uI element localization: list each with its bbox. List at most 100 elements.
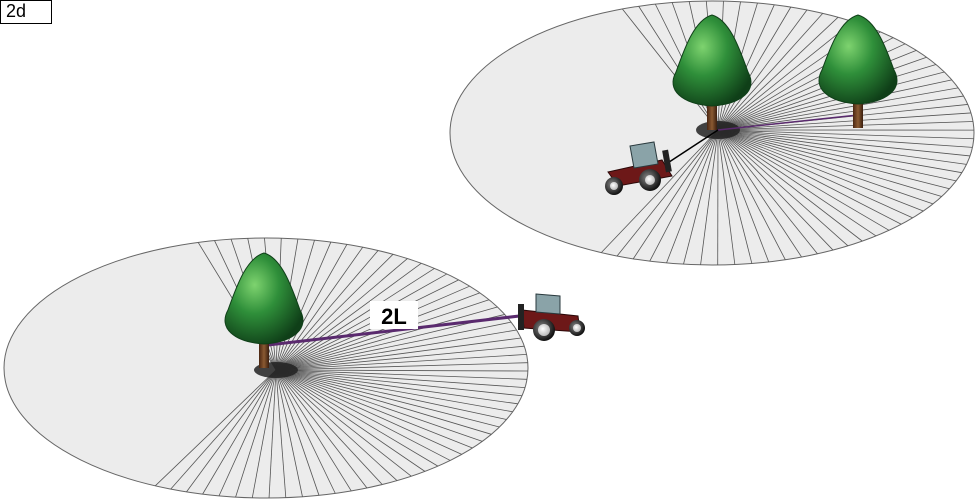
field-spoke xyxy=(700,129,719,265)
field-spoke xyxy=(275,279,459,371)
field-spoke xyxy=(717,129,974,140)
lower-field-spokes xyxy=(154,237,528,499)
field-spoke xyxy=(717,87,959,131)
field-spoke xyxy=(275,254,394,371)
field-spoke xyxy=(275,369,336,494)
field-spoke xyxy=(275,241,332,371)
field-spoke xyxy=(275,262,422,371)
field-spoke xyxy=(717,129,849,247)
field-spoke xyxy=(154,369,277,487)
field-spoke xyxy=(275,369,383,485)
field-spoke xyxy=(717,129,834,251)
field-spoke xyxy=(275,268,435,371)
field-spoke xyxy=(235,369,277,498)
field-spoke xyxy=(683,129,719,265)
tractor-icon xyxy=(518,293,585,341)
field-spoke xyxy=(717,129,950,190)
field-spoke xyxy=(717,129,934,205)
field-spoke xyxy=(275,329,517,371)
field-spoke xyxy=(275,244,348,371)
field-spoke xyxy=(717,129,736,265)
field-spoke xyxy=(268,369,277,499)
field-spoke xyxy=(275,258,408,371)
field-spoke xyxy=(275,369,320,496)
field-spoke xyxy=(717,129,973,148)
field-spoke xyxy=(275,362,528,371)
field-spoke xyxy=(275,369,287,498)
field-spoke xyxy=(717,71,945,131)
field-spoke xyxy=(717,129,802,258)
field-spoke xyxy=(717,6,792,131)
field-spoke xyxy=(275,354,527,371)
field-spoke xyxy=(275,369,507,420)
field-spoke xyxy=(717,129,902,225)
field-spoke xyxy=(717,129,967,165)
field-spoke xyxy=(717,129,786,260)
field-spoke xyxy=(275,369,492,435)
field-spoke xyxy=(275,345,525,371)
field-spoke xyxy=(275,321,512,371)
field-spoke xyxy=(717,129,863,242)
upper-cable xyxy=(717,114,859,131)
field-spoke xyxy=(275,369,513,413)
field-spoke xyxy=(275,369,473,449)
field-spoke xyxy=(275,369,462,455)
field-spoke xyxy=(275,246,364,371)
field-spoke xyxy=(717,95,964,131)
distance-label: 2L xyxy=(381,304,407,329)
field-spoke xyxy=(275,306,498,371)
field-spoke xyxy=(251,369,277,498)
field-spoke xyxy=(717,129,913,219)
field-spoke xyxy=(275,369,426,472)
field-spoke xyxy=(717,9,808,131)
tree-icon xyxy=(818,14,898,128)
field-spoke xyxy=(170,369,277,490)
field-spoke xyxy=(275,369,528,380)
field-spoke xyxy=(275,369,412,477)
field-spoke xyxy=(717,129,942,197)
field-spoke xyxy=(275,369,528,372)
field-spoke xyxy=(717,129,962,174)
distance-label-box: 2L xyxy=(370,301,418,329)
field-spoke xyxy=(666,129,719,264)
field-spoke xyxy=(632,129,719,260)
field-spoke xyxy=(600,129,719,253)
field-spoke xyxy=(275,369,303,497)
field-spoke xyxy=(275,369,368,489)
field-spoke xyxy=(717,79,952,131)
field-spoke xyxy=(202,369,277,495)
field-spoke xyxy=(275,369,522,397)
field-spoke xyxy=(275,369,500,428)
field-spoke xyxy=(275,369,518,405)
figure-label: 2d xyxy=(0,0,52,24)
field-spoke xyxy=(616,129,719,257)
tractor-icon xyxy=(605,141,673,195)
field-spoke xyxy=(717,129,770,263)
field-spoke xyxy=(717,13,824,131)
field-spoke xyxy=(717,129,753,264)
field-spoke xyxy=(218,369,277,497)
field-spoke xyxy=(275,369,352,492)
field-spoke xyxy=(717,129,818,255)
field-spoke xyxy=(717,16,839,131)
field-spoke xyxy=(275,369,483,442)
field-spoke xyxy=(717,129,877,237)
field-spoke xyxy=(717,129,924,212)
field-spoke xyxy=(275,369,526,388)
field-spoke xyxy=(717,64,937,131)
field-spoke xyxy=(717,129,890,231)
tree-icon xyxy=(224,252,304,368)
field-spoke xyxy=(275,369,398,481)
field-spoke xyxy=(622,8,719,131)
field-spoke xyxy=(275,369,451,461)
field-spoke xyxy=(275,299,490,371)
field-spoke xyxy=(275,337,521,371)
field-spoke xyxy=(717,121,974,131)
field-spoke xyxy=(275,369,439,467)
lower-cable xyxy=(267,313,529,347)
field-spoke xyxy=(649,129,719,262)
field-spoke xyxy=(717,21,854,131)
field-spoke xyxy=(275,273,448,371)
field-spoke xyxy=(275,314,505,371)
